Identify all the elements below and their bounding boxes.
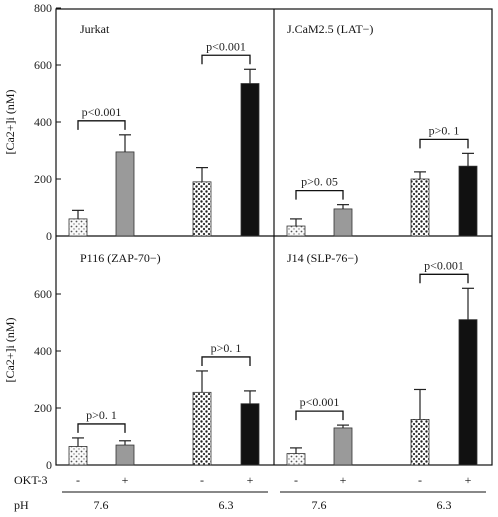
okt3-sign: + (122, 473, 129, 487)
okt3-sign: - (418, 473, 422, 487)
okt3-label: OKT-3 (14, 473, 48, 487)
y-ticks-bottom: 0 200 400 600 (34, 287, 61, 472)
bar (192, 391, 212, 466)
y-tick-label: 0 (46, 229, 52, 243)
bar (410, 418, 430, 466)
comparison-bracket (201, 54, 251, 65)
p-value-label: p>0. 1 (86, 408, 117, 422)
y-tick-label: 600 (34, 58, 52, 72)
okt3-row: - + - + - + - + (76, 473, 472, 487)
comparison-bracket (295, 410, 344, 421)
bar (68, 446, 88, 466)
p-value-label: p>0. 05 (301, 175, 338, 189)
okt3-sign: + (247, 473, 254, 487)
ph-value: 7.6 (94, 498, 109, 512)
p-value-label: p<0.001 (82, 105, 122, 119)
bar (410, 178, 430, 237)
p-value-label: p>0. 1 (429, 123, 460, 137)
y-axis-label-top: [Ca2+]i (nM) (3, 89, 17, 154)
y-tick-label: 800 (34, 1, 52, 15)
y-tick-label: 400 (34, 115, 52, 129)
okt3-sign: + (340, 473, 347, 487)
y-axis-label-bottom: [Ca2+]i (nM) (3, 317, 17, 382)
comparison-bracket (419, 138, 469, 149)
p-value-label: p>0. 1 (211, 341, 242, 355)
p-value-label: p<0.001 (424, 258, 464, 272)
p-value-label: p<0.001 (206, 39, 246, 53)
bar (286, 453, 306, 466)
bar (333, 208, 353, 237)
bar (458, 165, 478, 237)
bar (333, 427, 353, 466)
p-value-label: p<0.001 (300, 395, 340, 409)
okt3-sign: + (465, 473, 472, 487)
panel-title-jurkat: Jurkat (80, 22, 110, 36)
y-tick-label: 0 (46, 458, 52, 472)
ph-value: 6.3 (219, 498, 234, 512)
y-ticks-top: 0 200 400 600 800 (34, 1, 61, 243)
comparison-bracket (419, 273, 469, 284)
bar (240, 403, 260, 466)
bar (115, 444, 135, 466)
y-tick-label: 200 (34, 401, 52, 415)
bars-layer: p<0.001 p<0.001 p>0. 05 p>0. 1 p>0. 1 p>0. 1 p… (68, 39, 478, 466)
y-tick-label: 600 (34, 287, 52, 301)
ph-label: pH (14, 498, 29, 512)
bar (458, 319, 478, 466)
ph-row: 7.6 6.3 7.6 6.3 (94, 498, 452, 512)
comparison-bracket (77, 423, 126, 433)
bar (286, 225, 306, 237)
bar (192, 181, 212, 237)
comparison-bracket (295, 190, 344, 200)
okt3-sign: - (76, 473, 80, 487)
panel-title-jcam: J.CaM2.5 (LAT−) (287, 22, 373, 36)
bar (115, 151, 135, 237)
ph-value: 6.3 (437, 498, 452, 512)
ph-value: 7.6 (312, 498, 327, 512)
panel-title-j14: J14 (SLP-76−) (287, 251, 358, 265)
comparison-bracket (201, 356, 251, 366)
bar (240, 83, 260, 237)
okt3-sign: - (200, 473, 204, 487)
y-tick-label: 200 (34, 172, 52, 186)
okt3-sign: - (294, 473, 298, 487)
y-tick-label: 400 (34, 344, 52, 358)
bar (68, 218, 88, 237)
comparison-bracket (77, 120, 126, 130)
panel-title-p116: P116 (ZAP-70−) (80, 251, 161, 265)
